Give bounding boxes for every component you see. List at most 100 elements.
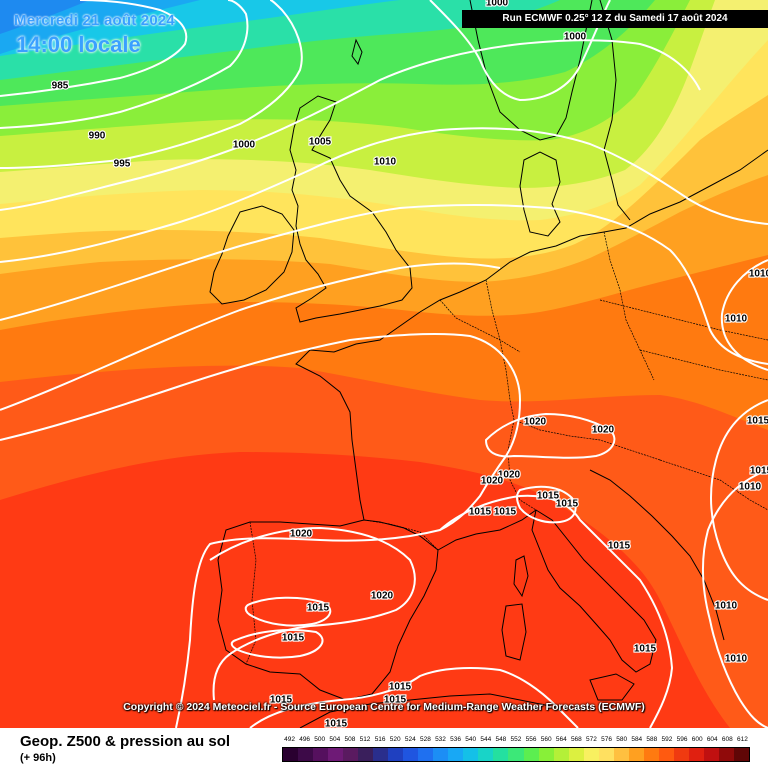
scale-tick-label: 576 (601, 736, 612, 743)
coast-sweden (599, 0, 631, 221)
scale-swatch (583, 748, 599, 761)
scale-tick-label: 528 (419, 736, 431, 743)
isobar-1015-main (0, 332, 522, 728)
isobar-995 (0, 0, 303, 169)
scale-tick-label: 552 (510, 736, 522, 743)
forecast-date: Mercredi 21 août 2024 (14, 12, 175, 29)
scale-swatch (643, 748, 659, 761)
scale-swatch (388, 748, 404, 761)
scale-tick-label: 532 (435, 736, 446, 743)
isobar-1010 (0, 204, 768, 365)
border-alps (513, 419, 661, 461)
isobar-label: 1020 (481, 476, 504, 487)
isobar-label: 985 (52, 81, 69, 92)
scale-swatch (733, 748, 749, 761)
band-528 (0, 0, 90, 34)
isobar-label: 1015 (537, 491, 560, 502)
isobar-label: 1015 (282, 633, 305, 644)
copyright-notice: Copyright © 2024 Meteociel.fr - Source E… (123, 701, 645, 713)
coast-north-africa (299, 693, 551, 728)
color-scale-labels: 492 496 500 504 508 512 516 520 524 528 532 536 540 5… (282, 736, 750, 746)
isobar-1015-iberia-a (244, 596, 332, 627)
isobar-985 (0, 0, 188, 97)
coast-corsica (513, 555, 529, 598)
isobar-labels: 1000 1000 985 990 995 1000 1005 1010 1010 1010 102… (51, 0, 768, 728)
isobar-1015-iberia-b (230, 629, 324, 659)
scale-tick-label: 536 (450, 736, 462, 743)
scale-tick-label: 548 (495, 736, 507, 743)
scale-swatch (373, 748, 389, 761)
scale-tick-label: 592 (661, 736, 673, 743)
scale-tick-label: 572 (586, 736, 597, 743)
scale-swatch (433, 748, 449, 761)
forecast-map: 1000 1000 985 990 995 1000 1005 1010 1010 1010 102… (0, 0, 768, 728)
scale-tick-label: 568 (570, 736, 582, 743)
isobar-label: 1000 (486, 0, 509, 9)
isobar-label: 1020 (592, 425, 615, 436)
coast-sardinia (501, 603, 527, 661)
scale-swatch (628, 748, 644, 761)
scale-swatch (463, 748, 479, 761)
isobar-1015-east (710, 399, 768, 601)
isobar-label: 1015 (307, 603, 330, 614)
isobar-label: 1015 (556, 499, 579, 510)
border-central-europe (599, 299, 768, 341)
legend-footer: Geop. Z500 & pression au sol (+ 96h) 492… (0, 728, 768, 768)
run-info: Run ECMWF 0.25° 12 Z du Samedi 17 août 2… (462, 10, 768, 28)
isobar-1015-italy (516, 485, 577, 524)
isobar-label: 1015 (747, 416, 768, 427)
isobar-label: 1020 (290, 529, 313, 540)
scale-swatch (538, 748, 554, 761)
coast-great-britain (289, 95, 413, 323)
scale-swatch (613, 748, 629, 761)
isobar-label: 1010 (715, 601, 738, 612)
isobar-1010-far-east (720, 259, 768, 371)
coast-adriatic (589, 469, 725, 641)
isobar-label: 1010 (725, 314, 748, 325)
isobar-1005 (0, 127, 768, 263)
isobar-label: 1015 (270, 695, 293, 706)
scale-tick-label: 540 (465, 736, 477, 743)
scale-tick-label: 544 (480, 736, 492, 743)
scale-swatch (703, 748, 719, 761)
isobar-label: 1015 (389, 682, 412, 693)
scale-swatch (598, 748, 614, 761)
scale-swatch (478, 748, 494, 761)
isobar-label: 1015 (469, 507, 492, 518)
scale-tick-label: 524 (404, 736, 416, 743)
scale-tick-label: 520 (389, 736, 401, 743)
scale-tick-label: 584 (631, 736, 643, 743)
scale-swatch (328, 748, 344, 761)
scale-swatch (403, 748, 419, 761)
isobar-label: 1015 (325, 719, 348, 728)
coast-sicily (589, 673, 635, 701)
scale-swatch (568, 748, 584, 761)
isobar-label: 1015 (384, 695, 407, 706)
scale-swatch (313, 748, 329, 761)
isobar-label: 1020 (498, 470, 521, 481)
border-france-spain (363, 519, 439, 551)
scale-swatch (523, 748, 539, 761)
isobar-1015-med (439, 494, 674, 728)
scale-tick-label: 492 (284, 736, 295, 743)
border-germany-east (603, 231, 655, 381)
scale-swatch (673, 748, 689, 761)
scale-swatch (493, 748, 509, 761)
isobar-1015-west (0, 262, 501, 411)
isobar-label: 1000 (564, 32, 587, 43)
scale-swatch (718, 748, 734, 761)
scale-swatch (688, 748, 704, 761)
isobar-label: 1005 (309, 137, 332, 148)
isobar-1020-alps (484, 412, 616, 459)
border-france-belgium (439, 299, 521, 353)
coast-italy (531, 509, 657, 673)
scale-tick-label: 504 (329, 736, 341, 743)
isobar-1015-south-med (249, 667, 579, 728)
border-balkans (659, 459, 768, 511)
scale-tick-label: 596 (676, 736, 688, 743)
isobar-label: 1020 (371, 591, 394, 602)
border-france-italy (507, 419, 537, 511)
isobar-1020-south (209, 526, 416, 701)
isobar-label: 1020 (524, 417, 547, 428)
